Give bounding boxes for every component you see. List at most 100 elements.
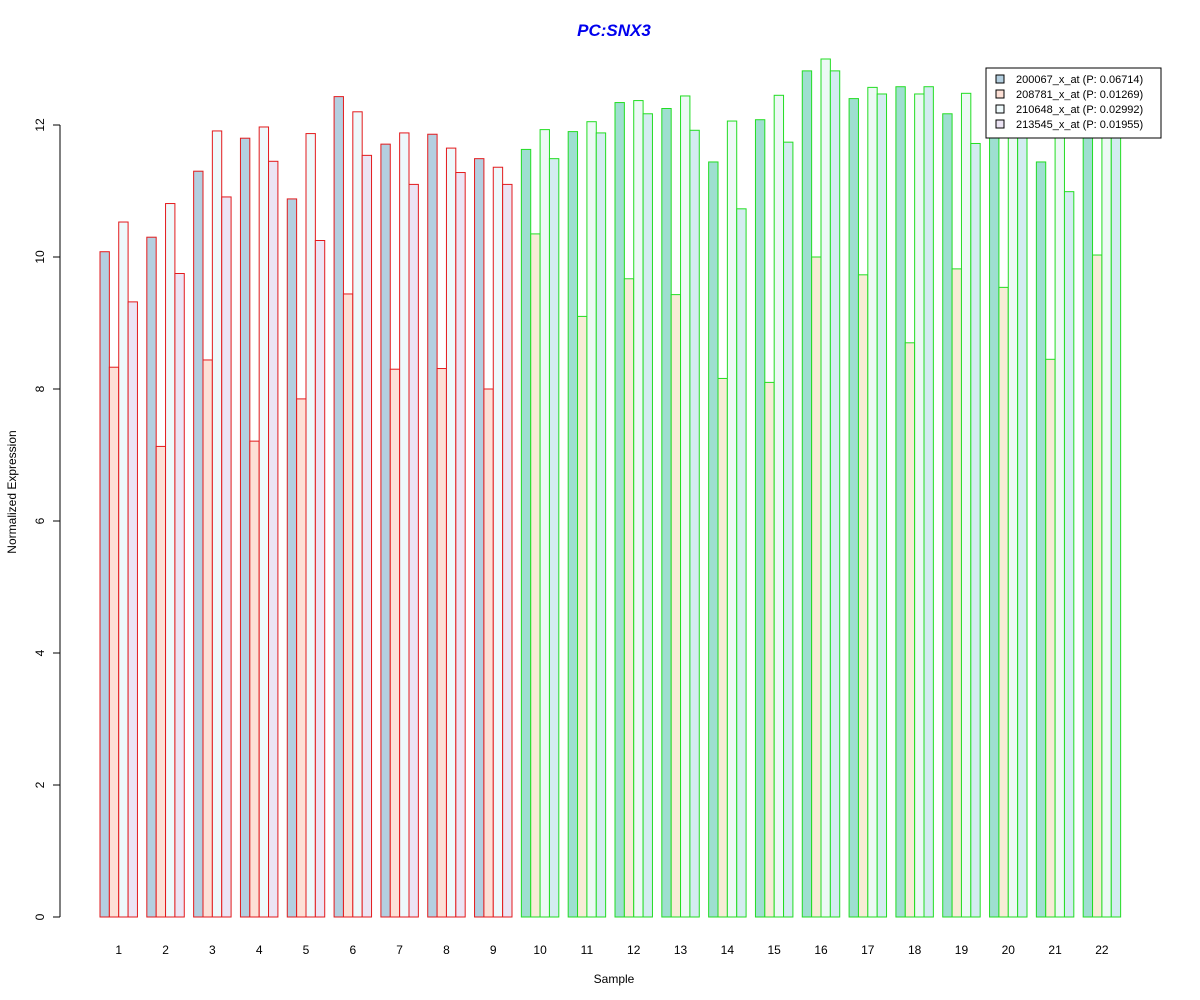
bar [548, 158, 560, 918]
y-tick-label: 4 [33, 649, 47, 656]
bar [1101, 98, 1112, 918]
bar [474, 158, 485, 918]
bar [867, 86, 878, 918]
bar [502, 183, 513, 918]
bar [193, 170, 204, 918]
bar [708, 161, 719, 918]
bar [680, 95, 691, 918]
bar [754, 119, 766, 918]
legend-entry: 208781_x_at (P: 0.01269) [1016, 89, 1143, 101]
y-tick-label: 8 [33, 385, 47, 392]
chart-title: PC:SNX3 [577, 21, 651, 40]
legend: 200067_x_at (P: 0.06714) 208781_x_at (P: … [985, 67, 1162, 139]
x-tick-label: 18 [908, 943, 922, 957]
x-tick-label: 5 [303, 943, 310, 957]
bar [623, 278, 635, 918]
bar [539, 129, 550, 918]
x-tick-label: 1 [115, 943, 122, 957]
legend-swatch [995, 74, 1005, 84]
bar [829, 70, 841, 918]
y-axis: 0 2 4 6 8 10 12 [33, 118, 61, 920]
x-tick-label: 20 [1002, 943, 1016, 957]
x-tick-label: 6 [349, 943, 356, 957]
bar [661, 108, 672, 918]
x-tick-label: 15 [768, 943, 782, 957]
bar [286, 198, 298, 918]
bar [764, 381, 775, 918]
bar [492, 166, 504, 918]
x-tick-label: 3 [209, 943, 216, 957]
bar [314, 240, 326, 918]
x-tick-label: 11 [581, 943, 594, 957]
bar [998, 286, 1009, 918]
bar [389, 368, 401, 918]
bar [736, 208, 747, 918]
x-tick-label: 12 [627, 943, 641, 957]
bar [614, 102, 625, 918]
bar [820, 58, 831, 918]
x-axis: 1 2 3 4 5 6 7 8 9 10 11 12 13 14 15 16 17 18 19 20 21 22 [115, 943, 1109, 957]
bar [1045, 358, 1056, 918]
bar [146, 236, 157, 918]
bar [642, 113, 653, 918]
bar [249, 440, 260, 918]
bar [670, 294, 682, 918]
bar [773, 94, 785, 918]
bar [361, 154, 373, 918]
x-axis-label: Sample [594, 972, 635, 986]
bar [876, 93, 888, 918]
x-tick-label: 21 [1048, 943, 1062, 957]
bar [960, 92, 972, 918]
bar [399, 132, 410, 918]
bar [717, 377, 728, 918]
bar [118, 221, 129, 918]
bar [445, 147, 457, 918]
bar [1082, 121, 1094, 918]
bar [904, 342, 916, 918]
bar [99, 251, 110, 918]
bar [436, 368, 447, 918]
bar [352, 111, 363, 918]
bar [427, 133, 438, 918]
y-tick-label: 6 [33, 517, 47, 524]
bar [127, 301, 138, 918]
bar [689, 129, 700, 918]
bar [1110, 104, 1122, 918]
bar [520, 148, 532, 918]
bar [726, 120, 738, 918]
bar [258, 126, 270, 918]
bar [567, 131, 579, 918]
legend-swatch [995, 104, 1005, 114]
bar [239, 137, 251, 918]
bar [970, 142, 981, 918]
legend-entry: 200067_x_at (P: 0.06714) [1016, 74, 1143, 86]
bar [1054, 108, 1065, 918]
y-tick-label: 2 [33, 781, 47, 788]
bar [296, 398, 307, 918]
legend-entry: 210648_x_at (P: 0.02992) [1016, 104, 1143, 116]
bar [595, 132, 607, 918]
x-tick-label: 8 [443, 943, 450, 957]
bar [1063, 191, 1075, 918]
bar [342, 293, 354, 918]
legend-swatch [995, 89, 1005, 99]
y-tick-label: 0 [33, 913, 47, 920]
bar [1007, 104, 1019, 918]
x-tick-label: 17 [861, 943, 875, 957]
bar [211, 130, 223, 918]
bar [202, 359, 213, 918]
bar [586, 121, 597, 918]
bar [895, 86, 906, 918]
bar [633, 100, 644, 918]
x-tick-label: 4 [256, 943, 263, 957]
bar [165, 203, 176, 918]
bar [108, 366, 120, 918]
bar [333, 96, 344, 918]
bar [951, 268, 962, 918]
bar [380, 143, 391, 918]
bar [268, 160, 279, 918]
x-tick-label: 13 [674, 943, 688, 957]
bar [1092, 254, 1103, 918]
bar [455, 172, 466, 918]
